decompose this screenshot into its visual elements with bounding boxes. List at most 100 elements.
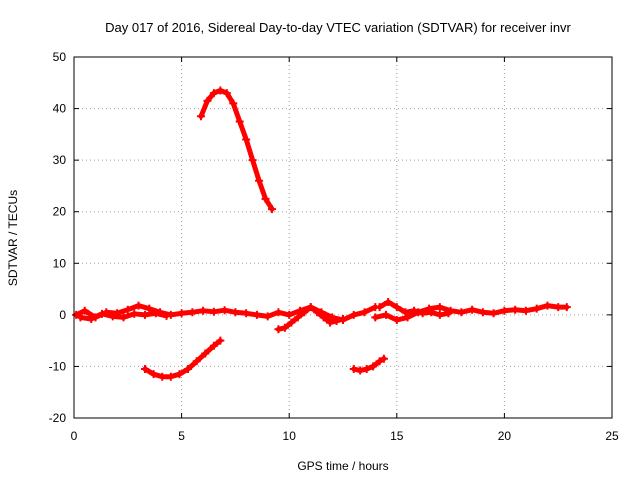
x-tick-label: 5 bbox=[178, 429, 185, 443]
data-point-marker bbox=[222, 89, 231, 98]
data-point-marker bbox=[554, 303, 563, 312]
x-axis-label: GPS time / hours bbox=[297, 459, 388, 473]
data-point-marker bbox=[478, 308, 487, 317]
data-point-marker bbox=[521, 306, 530, 315]
series-trace-arc-low bbox=[142, 338, 223, 380]
data-point-marker bbox=[209, 341, 218, 350]
data-point-marker bbox=[158, 372, 167, 381]
data-point-marker bbox=[255, 176, 264, 185]
y-tick-label: 30 bbox=[53, 153, 67, 167]
data-point-marker bbox=[252, 310, 261, 319]
data-point-marker bbox=[444, 309, 453, 318]
data-point-marker bbox=[192, 357, 201, 366]
data-layer bbox=[72, 86, 571, 381]
data-point-marker bbox=[379, 354, 388, 363]
data-point-marker bbox=[87, 314, 96, 323]
data-point-marker bbox=[349, 310, 358, 319]
data-point-marker bbox=[543, 301, 552, 310]
data-point-marker bbox=[362, 365, 371, 374]
data-point-marker bbox=[188, 308, 197, 317]
data-point-marker bbox=[209, 89, 218, 98]
data-point-marker bbox=[489, 309, 498, 318]
data-point-marker bbox=[313, 308, 322, 317]
y-tick-label: 40 bbox=[53, 102, 67, 116]
data-point-marker bbox=[76, 313, 85, 322]
data-point-marker bbox=[375, 303, 384, 312]
data-point-marker bbox=[175, 370, 184, 379]
y-tick-label: -10 bbox=[49, 359, 67, 373]
data-point-marker bbox=[145, 304, 154, 313]
tick-layer: 0 5 10 15 20 25 -20 -10 0 10 20 30 40 50 bbox=[49, 50, 619, 443]
data-point-marker bbox=[375, 357, 384, 366]
data-point-marker bbox=[339, 314, 347, 323]
data-point-marker bbox=[130, 309, 139, 318]
data-point-marker bbox=[427, 308, 436, 317]
grid-layer bbox=[74, 57, 612, 418]
data-point-marker bbox=[141, 310, 150, 319]
data-point-marker bbox=[401, 308, 410, 317]
data-point-marker bbox=[356, 366, 365, 375]
data-point-marker bbox=[162, 311, 171, 320]
data-point-marker bbox=[220, 306, 229, 315]
data-point-marker bbox=[382, 310, 391, 319]
data-point-marker bbox=[326, 318, 335, 327]
data-point-marker bbox=[293, 313, 302, 322]
y-axis-label: SDTVAR / TECUs bbox=[6, 190, 20, 286]
data-point-marker bbox=[562, 303, 571, 312]
x-tick-label: 20 bbox=[498, 429, 512, 443]
data-point-marker bbox=[532, 304, 541, 313]
data-point-marker bbox=[242, 135, 251, 144]
data-point-marker bbox=[196, 112, 205, 121]
data-point-marker bbox=[371, 313, 380, 322]
data-point-marker bbox=[235, 117, 244, 126]
y-tick-label: -20 bbox=[49, 411, 67, 425]
data-point-marker bbox=[384, 297, 393, 306]
data-point-marker bbox=[468, 305, 477, 314]
data-point-marker bbox=[274, 325, 283, 334]
data-point-marker bbox=[177, 309, 186, 318]
data-point-marker bbox=[231, 308, 240, 317]
data-point-marker bbox=[392, 303, 401, 312]
data-point-marker bbox=[199, 306, 208, 315]
data-point-marker bbox=[287, 318, 296, 327]
data-point-marker bbox=[261, 194, 270, 203]
data-point-marker bbox=[151, 309, 160, 318]
data-point-marker bbox=[242, 309, 251, 318]
data-point-marker bbox=[216, 336, 225, 345]
data-point-marker bbox=[369, 362, 378, 371]
data-point-marker bbox=[184, 365, 193, 374]
data-point-marker bbox=[300, 308, 309, 317]
data-point-marker bbox=[274, 308, 283, 317]
data-point-marker bbox=[134, 301, 143, 310]
data-point-marker bbox=[349, 365, 358, 374]
data-point-marker bbox=[149, 370, 158, 379]
data-point-marker bbox=[410, 306, 419, 315]
data-point-marker bbox=[201, 349, 210, 358]
data-point-marker bbox=[72, 310, 81, 319]
data-point-marker bbox=[248, 156, 257, 165]
data-point-marker bbox=[392, 316, 401, 325]
y-tick-label: 0 bbox=[59, 308, 66, 322]
data-point-marker bbox=[203, 96, 212, 105]
series-trace-arc-high bbox=[198, 88, 275, 212]
data-point-marker bbox=[418, 309, 427, 318]
x-tick-label: 25 bbox=[605, 429, 619, 443]
x-tick-label: 10 bbox=[283, 429, 297, 443]
data-point-marker bbox=[403, 313, 412, 322]
data-point-marker bbox=[80, 306, 89, 315]
data-point-marker bbox=[141, 365, 150, 374]
data-point-marker bbox=[229, 99, 238, 108]
data-point-marker bbox=[511, 305, 520, 314]
data-point-marker bbox=[500, 306, 509, 315]
data-point-marker bbox=[280, 323, 289, 332]
data-point-marker bbox=[267, 205, 276, 214]
data-point-marker bbox=[319, 313, 328, 322]
x-tick-label: 15 bbox=[390, 429, 404, 443]
data-point-marker bbox=[123, 305, 132, 314]
data-point-marker bbox=[457, 308, 466, 317]
data-point-marker bbox=[435, 303, 444, 312]
data-point-marker bbox=[216, 86, 225, 95]
data-point-marker bbox=[97, 309, 106, 318]
data-point-marker bbox=[108, 312, 117, 321]
